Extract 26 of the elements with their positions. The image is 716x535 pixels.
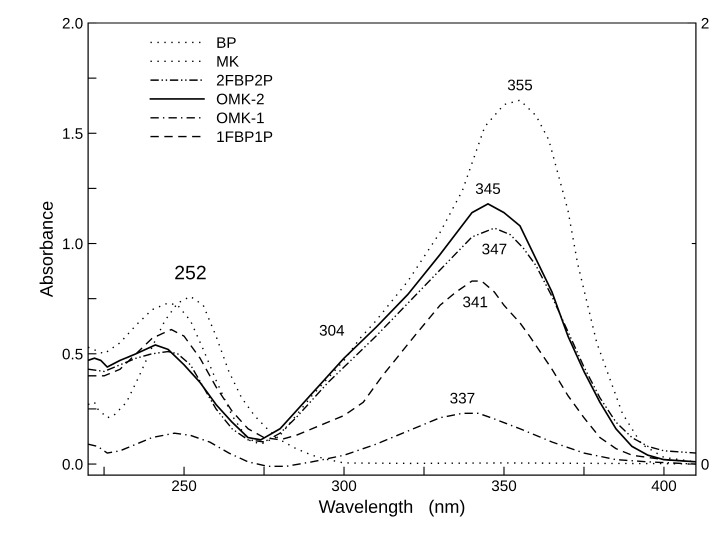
legend-label: 2FBP2P xyxy=(216,74,272,86)
legend-label: OMK-2 xyxy=(216,94,264,104)
x-axis-title: Wavelength (nm) xyxy=(318,500,464,517)
y-tick-label: 0.0 xyxy=(62,458,83,470)
annotation: 304 xyxy=(320,324,344,336)
annotation: 252 xyxy=(175,266,206,280)
legend-label: BP xyxy=(217,37,236,48)
x-tick-label: 400 xyxy=(652,480,676,492)
x-tick-label: 350 xyxy=(492,480,516,492)
y-tick-label: 2.0 xyxy=(62,18,83,29)
y-tick-label: 1.5 xyxy=(63,128,83,139)
annotation: 355 xyxy=(508,80,532,90)
legend-label: MK xyxy=(217,56,239,67)
x-tick-label: 250 xyxy=(172,480,196,492)
annotation: 337 xyxy=(450,392,474,404)
y2-tick-label: 2 xyxy=(702,18,709,29)
y-tick-label: 1.0 xyxy=(63,238,83,250)
annotation: 341 xyxy=(463,296,488,308)
x-tick-label: 300 xyxy=(332,480,356,492)
annotation: 345 xyxy=(476,183,500,194)
annotation: 347 xyxy=(482,244,506,254)
y-axis-title: Absorbance xyxy=(40,202,53,298)
legend-label: OMK-1 xyxy=(216,112,264,124)
y2-tick-label: 0 xyxy=(701,458,709,470)
y-tick-label: 0.5 xyxy=(62,348,83,360)
legend-label: 1FBP1P xyxy=(217,131,272,142)
